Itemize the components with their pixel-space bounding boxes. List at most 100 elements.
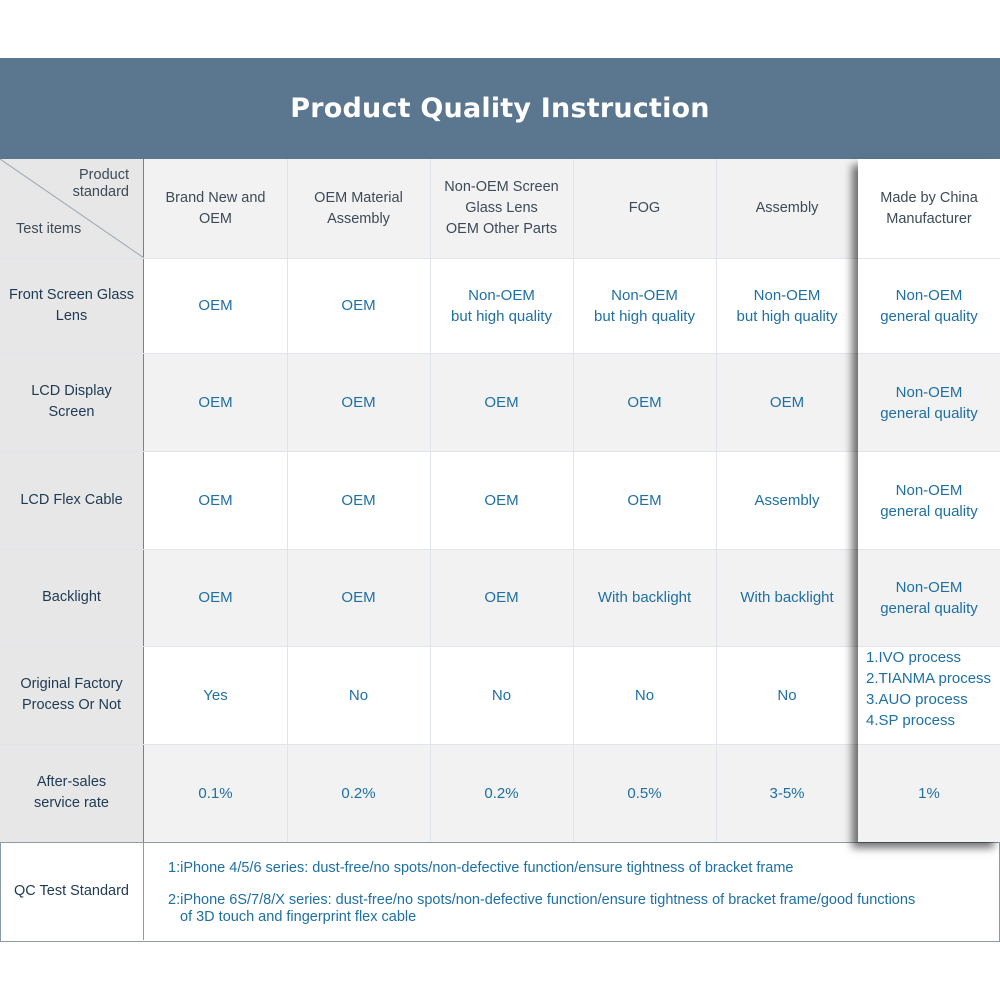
- table-cell-line-1: OEM: [198, 393, 233, 411]
- table-cell: OEM: [144, 549, 287, 646]
- table-cell-line-2: but high quality: [594, 307, 695, 325]
- column-header-4: FOG: [573, 159, 716, 258]
- table-cell: OEM: [287, 353, 430, 451]
- column-header-3-line-1: Non-OEM Screen: [444, 179, 559, 195]
- china-cell: Non-OEM general quality: [858, 258, 1000, 353]
- row-label-2-line-2: Screen: [48, 404, 95, 420]
- column-header-3-line-2: Glass Lens: [465, 200, 538, 216]
- table-cell: OEM: [430, 353, 573, 451]
- column-header-1-line-1: Brand New and: [165, 189, 266, 206]
- china-cell: Non-OEM general quality: [858, 353, 1000, 451]
- table-cell-line-1: Assembly: [754, 491, 820, 509]
- table-cell-line-1: OEM: [341, 589, 376, 606]
- table-cell-line-1: 3-5%: [769, 784, 805, 802]
- table-cell-line-1: OEM: [484, 589, 519, 606]
- table-cell: Non-OEM but high quality: [430, 258, 573, 353]
- table-cell: 0.5%: [573, 744, 716, 842]
- column-header-2-line-2: Assembly: [327, 210, 390, 227]
- column-header-china-line-1: Made by China: [880, 189, 978, 206]
- table-cell: OEM: [430, 549, 573, 646]
- table-cell-line-1: OEM: [198, 297, 233, 314]
- corner-test-items: Test items: [16, 221, 82, 237]
- table-cell-line-1: Yes: [203, 686, 228, 704]
- table-cell-line-1: Non-OEM: [468, 286, 535, 304]
- column-header-2: OEM Material Assembly: [287, 159, 430, 258]
- corner-header-cell: Product standard Test items: [0, 159, 144, 258]
- table-cell: 0.2%: [430, 744, 573, 842]
- table-cell: With backlight: [573, 549, 716, 646]
- grid-line-vertical: [573, 159, 574, 842]
- table-cell-line-1: OEM: [627, 393, 662, 411]
- table-cell-line-2: but high quality: [736, 307, 838, 325]
- grid-line-horizontal: [0, 842, 1000, 843]
- table-cell-line-1: OEM: [341, 393, 376, 411]
- table-cell-line-1: 0.2%: [484, 784, 519, 802]
- china-cell-line-2: general quality: [880, 502, 978, 520]
- column-header-5: Assembly: [716, 159, 858, 258]
- china-cell-line-1: 1.IVO process: [866, 649, 962, 666]
- table-cell: OEM: [144, 353, 287, 451]
- table-cell: Non-OEM but high quality: [573, 258, 716, 353]
- table-cell: Yes: [144, 646, 287, 744]
- table-cell: 0.2%: [287, 744, 430, 842]
- grid-line-vertical: [430, 159, 431, 842]
- china-cell-line-3: 3.AUO process: [866, 691, 968, 708]
- qc-test-standard-label: QC Test Standard: [0, 842, 144, 940]
- china-cell-line-2: general quality: [880, 404, 978, 422]
- grid-line-vertical: [287, 159, 288, 842]
- qc-note-2-line-2: of 3D touch and fingerprint flex cable: [180, 909, 417, 925]
- china-cell-line-1: Non-OEM: [895, 579, 963, 596]
- table-cell: No: [287, 646, 430, 744]
- table-cell-line-1: OEM: [341, 491, 376, 509]
- column-header-china-line-2: Manufacturer: [886, 210, 972, 227]
- table-cell-line-1: OEM: [198, 491, 233, 509]
- table-cell: OEM: [287, 258, 430, 353]
- table-cell: OEM: [144, 451, 287, 549]
- row-label-6-line-2: service rate: [34, 795, 109, 811]
- row-label-3: LCD Flex Cable: [0, 451, 144, 549]
- table-cell-line-1: 0.1%: [198, 784, 233, 802]
- grid-line-horizontal: [0, 451, 1000, 452]
- page-title-text: Product Quality Instruction: [290, 93, 710, 124]
- china-cell-line-2: general quality: [880, 308, 978, 325]
- row-label-1: Front Screen Glass Lens: [0, 258, 144, 353]
- column-header-1: Brand New and OEM: [144, 159, 287, 258]
- table-cell-line-1: OEM: [198, 589, 233, 606]
- table-cell-line-1: No: [634, 686, 655, 704]
- table-cell-line-1: Non-OEM: [611, 286, 678, 304]
- grid-line-horizontal: [0, 646, 1000, 647]
- table-cell: Assembly: [716, 451, 858, 549]
- table-cell: OEM: [144, 258, 287, 353]
- grid-line-vertical: [716, 159, 717, 842]
- table-cell: No: [716, 646, 858, 744]
- row-label-6: After-sales service rate: [0, 744, 144, 842]
- table-cell-line-1: OEM: [484, 393, 519, 411]
- table-cell-line-2: but high quality: [451, 307, 552, 325]
- table-cell-line-1: No: [348, 686, 369, 704]
- table-cell: OEM: [430, 451, 573, 549]
- table-cell-line-1: No: [777, 686, 797, 704]
- qc-note-1: 1:iPhone 4/5/6 series: dust-free/no spot…: [168, 860, 794, 876]
- table-cell: OEM: [287, 451, 430, 549]
- table-cell: No: [573, 646, 716, 744]
- china-cell-line-1: Non-OEM: [895, 481, 963, 499]
- table-cell-line-1: With backlight: [597, 589, 692, 606]
- column-header-1-line-2: OEM: [198, 210, 233, 227]
- table-cell: 0.1%: [144, 744, 287, 842]
- grid-line-horizontal: [0, 744, 1000, 745]
- column-header-3: Non-OEM Screen Glass Lens OEM Other Parts: [430, 159, 573, 258]
- china-manufacturer-column: Made by China Manufacturer Non-OEM general …: [858, 159, 1000, 842]
- row-label-2-line-1: LCD Display: [31, 383, 112, 399]
- grid-line-horizontal: [0, 258, 1000, 259]
- table-cell-line-1: 0.5%: [627, 784, 662, 802]
- china-cell-line-4: 4.SP process: [866, 712, 955, 729]
- table-cell: OEM: [573, 451, 716, 549]
- row-label-3-line-1: LCD Flex Cable: [20, 491, 123, 508]
- column-header-china: Made by China Manufacturer: [858, 159, 1000, 258]
- table-cell-line-1: With backlight: [740, 589, 834, 606]
- table-cell: No: [430, 646, 573, 744]
- grid-line-horizontal: [0, 353, 1000, 354]
- table-cell-line-1: Non-OEM: [753, 286, 821, 304]
- china-cell-line-1: Non-OEM: [895, 383, 963, 401]
- row-label-4-line-1: Backlight: [42, 589, 101, 605]
